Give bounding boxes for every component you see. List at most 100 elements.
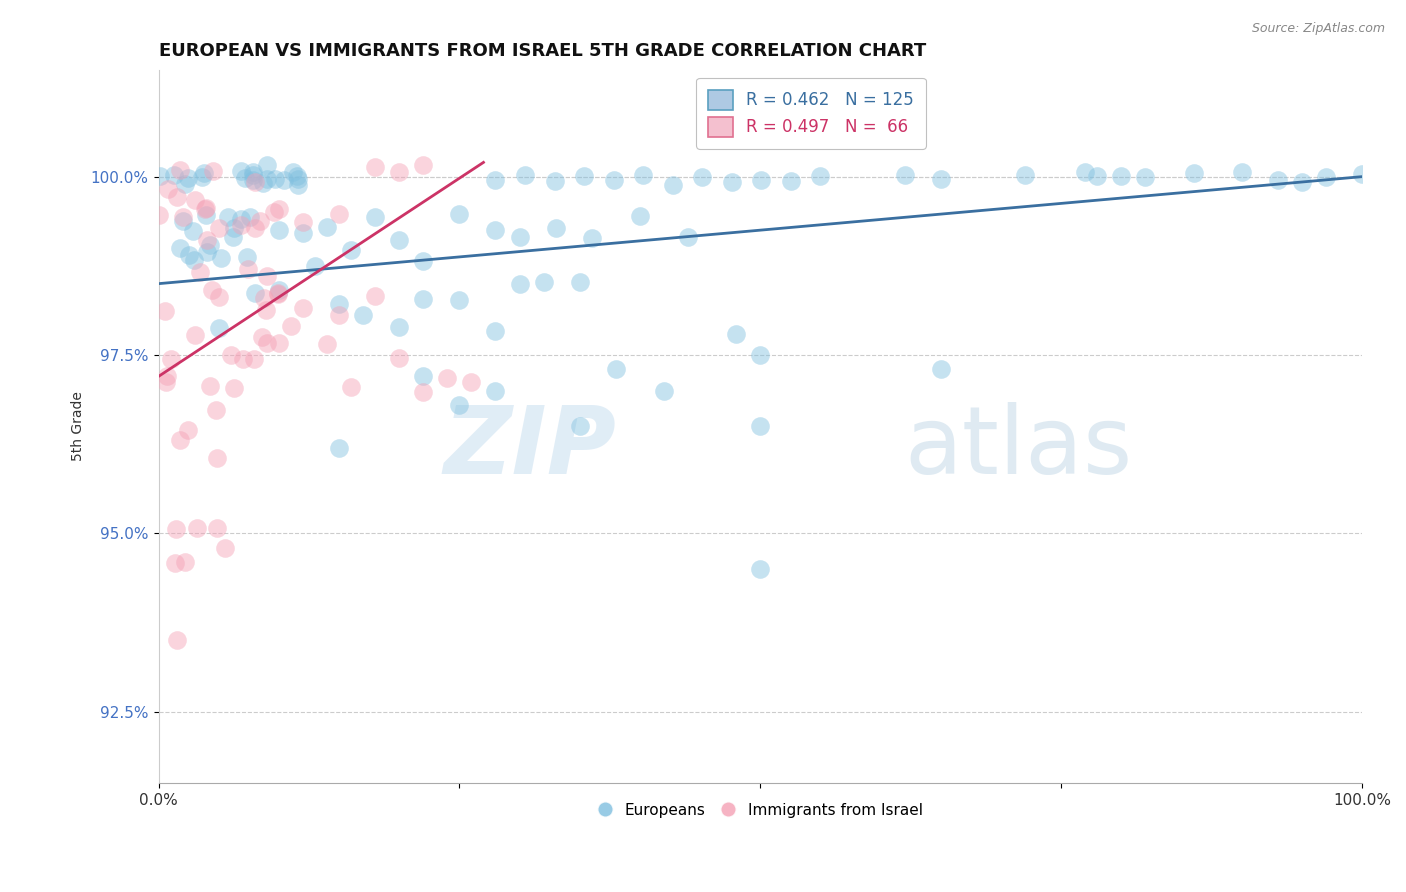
Point	[177, 171, 200, 186]
Point	[340, 243, 363, 257]
Point	[177, 248, 200, 262]
Point	[229, 212, 252, 227]
Point	[929, 362, 952, 376]
Point	[1085, 169, 1108, 184]
Point	[291, 215, 314, 229]
Point	[242, 173, 264, 187]
Point	[209, 251, 232, 265]
Point	[233, 171, 256, 186]
Point	[291, 301, 314, 316]
Point	[533, 276, 555, 290]
Point	[893, 169, 915, 183]
Point	[749, 419, 772, 434]
Point	[388, 351, 411, 366]
Point	[568, 419, 591, 434]
Point	[690, 170, 713, 185]
Point	[449, 293, 471, 308]
Point	[725, 326, 748, 341]
Point	[364, 160, 387, 174]
Point	[568, 275, 591, 289]
Point	[449, 398, 471, 412]
Point	[193, 167, 215, 181]
Point	[195, 201, 218, 215]
Point	[256, 269, 278, 284]
Point	[266, 285, 288, 300]
Point	[605, 362, 627, 376]
Point	[208, 321, 231, 335]
Point	[631, 169, 654, 183]
Point	[242, 168, 264, 182]
Point	[602, 173, 624, 187]
Point	[287, 171, 309, 186]
Point	[509, 229, 531, 244]
Point	[235, 250, 257, 264]
Point	[267, 283, 290, 297]
Point	[352, 308, 374, 322]
Point	[222, 220, 245, 235]
Point	[229, 163, 252, 178]
Point	[328, 441, 350, 455]
Point	[253, 291, 276, 305]
Point	[513, 168, 536, 182]
Point	[243, 175, 266, 189]
Text: atlas: atlas	[904, 401, 1133, 494]
Point	[163, 556, 186, 570]
Point	[267, 223, 290, 237]
Point	[780, 174, 803, 188]
Point	[1291, 175, 1313, 189]
Point	[232, 351, 254, 366]
Point	[243, 286, 266, 301]
Point	[205, 450, 228, 465]
Point	[195, 208, 218, 222]
Point	[263, 205, 285, 219]
Point	[252, 176, 274, 190]
Point	[484, 172, 506, 186]
Point	[172, 214, 194, 228]
Y-axis label: 5th Grade: 5th Grade	[72, 392, 86, 461]
Point	[202, 164, 225, 178]
Point	[316, 219, 339, 234]
Point	[1351, 167, 1374, 181]
Point	[250, 330, 273, 344]
Text: ZIP: ZIP	[443, 401, 616, 494]
Point	[166, 190, 188, 204]
Point	[1014, 169, 1036, 183]
Point	[169, 434, 191, 448]
Point	[720, 175, 742, 189]
Point	[340, 380, 363, 394]
Point	[1230, 165, 1253, 179]
Point	[1182, 166, 1205, 180]
Point	[460, 375, 482, 389]
Point	[280, 318, 302, 333]
Point	[169, 162, 191, 177]
Text: Source: ZipAtlas.com: Source: ZipAtlas.com	[1251, 22, 1385, 36]
Point	[291, 226, 314, 240]
Point	[1074, 165, 1097, 179]
Text: EUROPEAN VS IMMIGRANTS FROM ISRAEL 5TH GRADE CORRELATION CHART: EUROPEAN VS IMMIGRANTS FROM ISRAEL 5TH G…	[159, 42, 925, 60]
Point	[198, 238, 221, 252]
Point	[388, 319, 411, 334]
Point	[661, 178, 683, 192]
Point	[749, 562, 772, 576]
Point	[217, 211, 239, 225]
Point	[285, 169, 308, 184]
Point	[581, 231, 603, 245]
Point	[231, 218, 253, 232]
Point	[484, 325, 506, 339]
Point	[264, 172, 287, 186]
Point	[388, 165, 411, 179]
Point	[751, 173, 773, 187]
Point	[436, 371, 458, 385]
Point	[676, 229, 699, 244]
Point	[205, 521, 228, 535]
Point	[364, 211, 387, 225]
Point	[214, 541, 236, 555]
Point	[572, 169, 595, 184]
Point	[165, 523, 187, 537]
Point	[194, 202, 217, 217]
Point	[810, 169, 832, 183]
Point	[181, 224, 204, 238]
Point	[190, 265, 212, 279]
Point	[201, 283, 224, 297]
Point	[652, 384, 675, 398]
